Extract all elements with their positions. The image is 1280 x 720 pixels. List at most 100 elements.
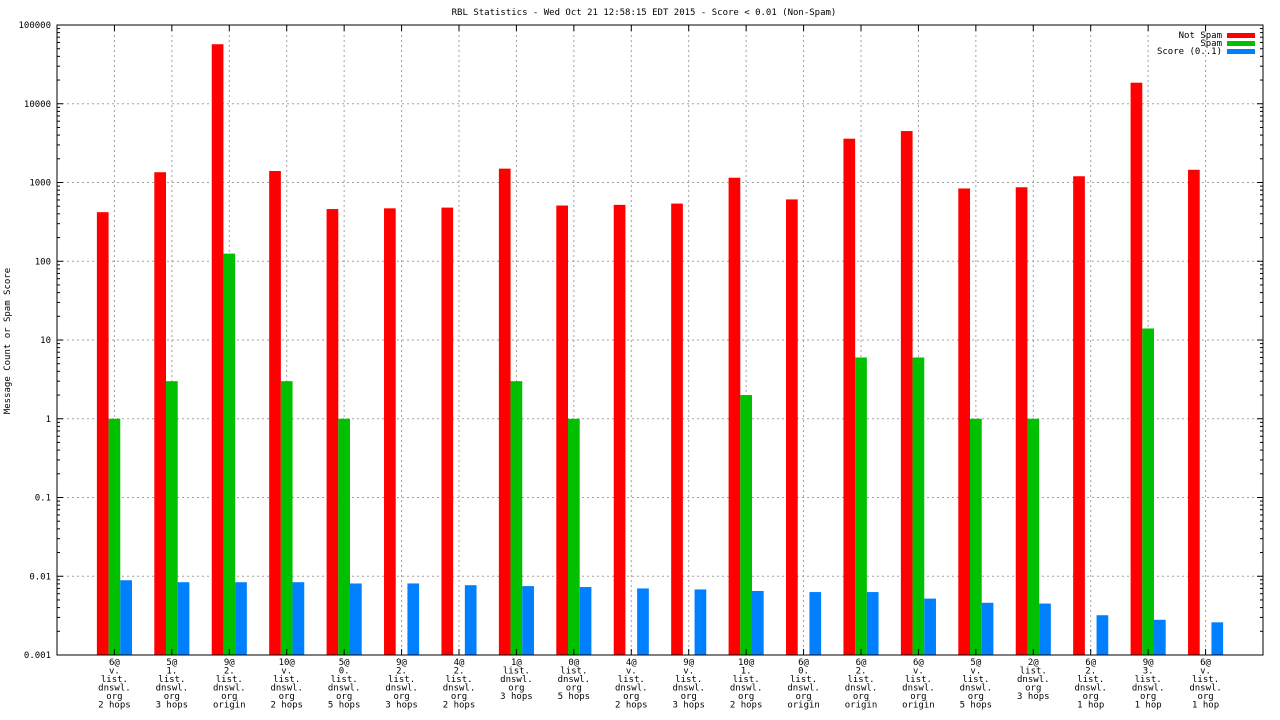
bar-score-0-1 — [694, 589, 707, 655]
legend-label: Spam — [1200, 39, 1222, 49]
x-tick-label: list. — [1020, 667, 1047, 677]
y-tick-label: 100 — [35, 257, 51, 267]
y-tick-label: 0.01 — [29, 572, 51, 582]
x-tick-label: dnswl. — [672, 684, 705, 694]
x-tick-label: org — [1083, 692, 1099, 702]
x-tick-label: dnswl. — [558, 675, 591, 685]
x-tick-label: 0@ — [568, 658, 579, 668]
x-tick-label: list. — [331, 675, 358, 685]
bar-score-0-1 — [464, 585, 477, 655]
x-tick-label: org — [221, 692, 237, 702]
x-tick-label: 6@ — [798, 658, 809, 668]
x-tick-label: list. — [216, 675, 243, 685]
x-tick-label: org — [451, 692, 467, 702]
x-tick-label: 4@ — [626, 658, 637, 668]
x-tick-label: 1 hop — [1192, 701, 1219, 711]
x-tick-label: dnswl. — [1017, 675, 1050, 685]
bar-not-spam — [498, 168, 511, 655]
bar-score-0-1 — [1211, 622, 1224, 655]
x-tick-label: list. — [158, 675, 185, 685]
x-tick-label: org — [623, 692, 639, 702]
x-tick-label: 1. — [166, 667, 177, 677]
x-tick-label: dnswl. — [845, 684, 878, 694]
x-tick-label: 5@ — [339, 658, 350, 668]
bar-not-spam — [441, 207, 454, 656]
bar-spam — [166, 381, 178, 655]
x-tick-label: origin — [787, 701, 820, 711]
bar-not-spam — [671, 203, 683, 656]
bar-not-spam — [326, 209, 339, 656]
x-tick-label: 3 hops — [156, 701, 189, 711]
bar-not-spam — [728, 177, 741, 656]
x-tick-label: 5@ — [166, 658, 177, 668]
x-tick-label: dnswl. — [902, 684, 935, 694]
x-tick-label: 5 hops — [960, 701, 993, 711]
bar-not-spam — [1188, 169, 1200, 655]
bar-not-spam — [154, 172, 167, 656]
bar-not-spam — [211, 44, 224, 655]
x-tick-label: dnswl. — [1074, 684, 1107, 694]
x-tick-label: org — [1197, 692, 1213, 702]
x-tick-label: org — [279, 692, 295, 702]
bar-spam — [108, 418, 121, 655]
legend-swatch — [1227, 33, 1255, 38]
bar-not-spam — [1015, 187, 1028, 655]
x-tick-label: origin — [213, 701, 246, 711]
bar-spam — [970, 418, 982, 655]
x-tick-label: org — [968, 692, 984, 702]
x-tick-label: list. — [560, 667, 587, 677]
y-tick-label: 10000 — [24, 100, 51, 110]
plot-frame — [56, 24, 1264, 656]
x-tick-label: v. — [970, 667, 981, 677]
y-tick-label: 0.001 — [24, 651, 51, 661]
x-tick-label: list. — [273, 675, 300, 685]
bar-score-0-1 — [579, 587, 592, 655]
x-tick-label: v. — [626, 667, 637, 677]
x-tick-label: 4@ — [454, 658, 465, 668]
bar-spam — [740, 395, 752, 655]
bar-score-0-1 — [637, 588, 649, 655]
x-tick-label: 6@ — [856, 658, 867, 668]
x-tick-label: dnswl. — [270, 684, 303, 694]
bar-score-0-1 — [1153, 619, 1166, 655]
bar-score-0-1 — [407, 583, 420, 655]
bar-not-spam — [1073, 176, 1085, 656]
bar-score-0-1 — [809, 592, 822, 655]
bar-spam — [510, 381, 523, 655]
x-tick-label: 3. — [1143, 667, 1154, 677]
y-tick-label: 10 — [40, 336, 51, 346]
x-tick-label: dnswl. — [156, 684, 189, 694]
x-tick-label: dnswl. — [385, 684, 418, 694]
x-tick-label: 5@ — [970, 658, 981, 668]
chart-title: RBL Statistics - Wed Oct 21 12:58:15 EDT… — [452, 8, 837, 18]
bar-spam — [568, 418, 580, 655]
x-tick-label: dnswl. — [500, 675, 533, 685]
y-axis-label: Message Count or Spam Score — [3, 268, 13, 414]
x-tick-label: list. — [1135, 675, 1162, 685]
bar-score-0-1 — [866, 592, 879, 655]
x-tick-label: org — [164, 692, 180, 702]
x-tick-label: 2. — [396, 667, 407, 677]
legend-label: Not Spam — [1179, 31, 1222, 41]
x-tick-label: org — [910, 692, 926, 702]
x-tick-label: 2. — [1085, 667, 1096, 677]
bar-spam — [1142, 328, 1154, 655]
x-tick-label: 2. — [856, 667, 867, 677]
legend-swatch — [1227, 41, 1255, 46]
x-tick-label: 0. — [339, 667, 350, 677]
x-tick-label: org — [336, 692, 352, 702]
x-tick-label: dnswl. — [443, 684, 476, 694]
x-tick-label: dnswl. — [1189, 684, 1222, 694]
x-tick-label: org — [1140, 692, 1156, 702]
x-tick-label: 1 hop — [1077, 701, 1104, 711]
bar-spam — [1027, 418, 1040, 655]
x-tick-label: list. — [503, 667, 530, 677]
x-tick-label: origin — [902, 701, 935, 711]
x-tick-label: dnswl. — [787, 684, 820, 694]
x-tick-label: dnswl. — [615, 684, 648, 694]
x-tick-label: dnswl. — [1132, 684, 1165, 694]
x-tick-label: dnswl. — [328, 684, 361, 694]
x-tick-label: dnswl. — [730, 684, 763, 694]
bar-not-spam — [96, 212, 109, 655]
